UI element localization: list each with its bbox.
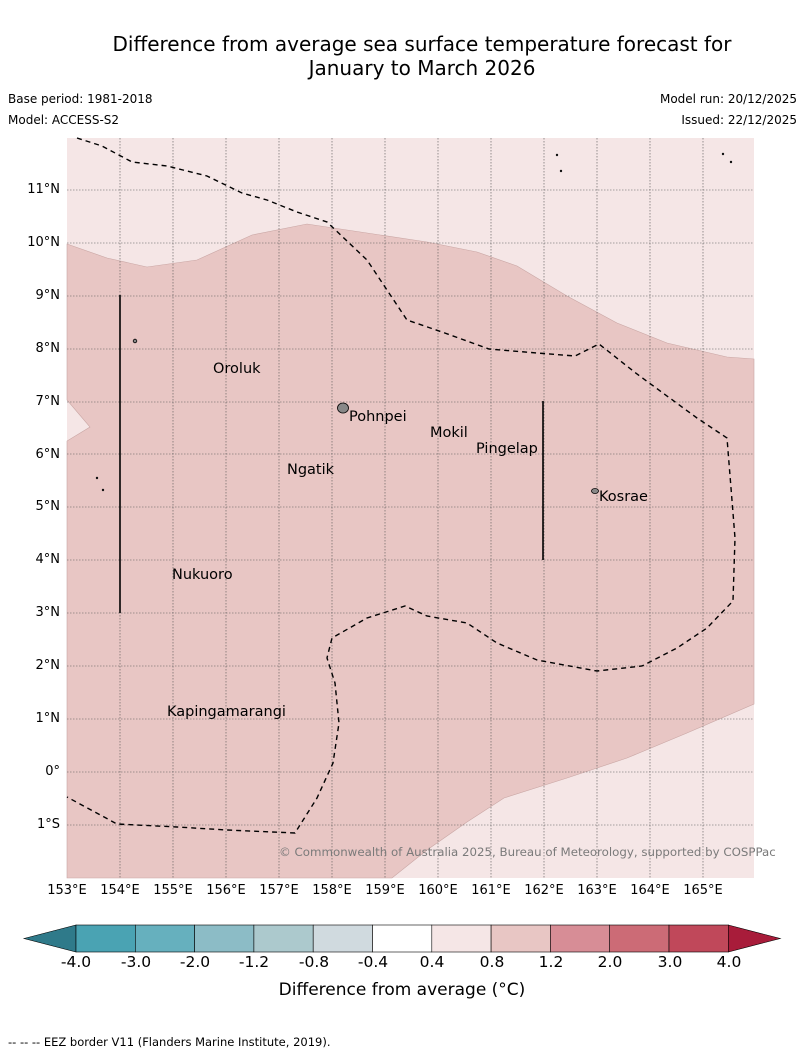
model-name: Model: ACCESS-S2 — [8, 113, 120, 127]
colorbar-tick: -2.0 — [179, 953, 211, 971]
islands — [95, 152, 733, 494]
lat-label: 4°N — [35, 552, 61, 567]
kosrae-island — [591, 488, 599, 494]
colorbar-segment — [550, 924, 611, 953]
lat-label: 5°N — [35, 499, 61, 514]
colorbar-tick: 4.0 — [716, 953, 742, 971]
small-island-nw — [132, 338, 138, 344]
colorbar-segment — [312, 924, 373, 953]
lon-label: 165°E — [683, 883, 723, 898]
place-pingelap: Pingelap — [476, 441, 538, 457]
place-pohnpei: Pohnpei — [349, 409, 407, 425]
colorbar — [22, 924, 782, 953]
colorbar-tick: -0.4 — [357, 953, 389, 971]
model-run: Model run: 20/12/2025 — [659, 92, 797, 106]
small-island-w2 — [101, 488, 105, 492]
lat-label: 1°N — [35, 711, 61, 726]
colorbar-tick: -3.0 — [120, 953, 152, 971]
colorbar-tick: 2.0 — [597, 953, 623, 971]
colorbar-segment — [135, 924, 195, 953]
title-line-2: January to March 2026 — [308, 56, 536, 80]
colorbar-tick: 3.0 — [657, 953, 683, 971]
colorbar-segment — [609, 924, 670, 953]
colorbar-segment — [490, 924, 551, 953]
place-ngatik: Ngatik — [287, 462, 335, 478]
place-kosrae: Kosrae — [599, 489, 648, 505]
lat-label: 1°S — [36, 817, 60, 832]
colorbar-tick: -0.8 — [298, 953, 330, 971]
colorbar-extend-low — [22, 924, 77, 953]
small-island-ne4 — [729, 160, 733, 164]
lon-label: 162°E — [524, 883, 564, 898]
small-island-ne3 — [721, 152, 725, 156]
lon-label: 156°E — [206, 883, 246, 898]
place-kapingamarangi: Kapingamarangi — [167, 704, 286, 720]
colorbar-segment — [194, 924, 255, 953]
title-line-1: Difference from average sea surface temp… — [112, 32, 732, 56]
place-oroluk: Oroluk — [213, 361, 261, 377]
chart-title: Difference from average sea surface temp… — [0, 32, 804, 80]
colorbar-tick: 1.2 — [538, 953, 564, 971]
eez-footnote: -- -- -- EEZ border V11 (Flanders Marine… — [8, 1035, 331, 1049]
colorbar-label: Difference from average (°C) — [278, 980, 526, 1000]
lon-label: 159°E — [365, 883, 405, 898]
lat-label: 0° — [45, 764, 60, 779]
lat-label: 8°N — [35, 341, 61, 356]
colorbar-extend-high — [727, 924, 782, 953]
lon-label: 153°E — [47, 883, 87, 898]
lat-label: 10°N — [27, 235, 60, 250]
colorbar-segment — [372, 924, 433, 953]
pohnpei-island — [337, 402, 349, 414]
anomaly-region-0.8-1.2 — [66, 223, 755, 879]
issued-date: Issued: 22/12/2025 — [681, 113, 797, 127]
lat-label: 6°N — [35, 447, 61, 462]
colorbar-segment — [431, 924, 492, 953]
colorbar-segments — [22, 924, 782, 953]
colorbar-segment — [668, 924, 729, 953]
place-mokil: Mokil — [430, 425, 468, 441]
lon-label: 158°E — [312, 883, 352, 898]
lat-label: 7°N — [35, 394, 61, 409]
lat-label: 11°N — [27, 182, 60, 197]
lon-label: 164°E — [630, 883, 670, 898]
lat-label: 3°N — [35, 605, 61, 620]
lon-label: 157°E — [259, 883, 299, 898]
sst-anomaly-map — [66, 137, 755, 879]
base-period: Base period: 1981-2018 — [8, 92, 153, 106]
lon-label: 154°E — [100, 883, 140, 898]
eez-border — [66, 137, 736, 834]
colorbar-tick: -4.0 — [60, 953, 92, 971]
lon-label: 155°E — [153, 883, 193, 898]
lat-label: 9°N — [35, 288, 61, 303]
colorbar-tick: 0.4 — [419, 953, 445, 971]
small-island-w1 — [95, 476, 99, 480]
lon-label: 160°E — [418, 883, 458, 898]
small-island-ne2 — [559, 169, 563, 173]
colorbar-segment — [75, 924, 136, 953]
colorbar-tick: 0.8 — [479, 953, 505, 971]
graticule — [67, 138, 754, 878]
lon-label: 161°E — [471, 883, 511, 898]
copyright-notice: © Commonwealth of Australia 2025, Bureau… — [279, 845, 776, 859]
colorbar-segment — [253, 924, 314, 953]
place-nukuoro: Nukuoro — [172, 567, 233, 583]
colorbar-tick: -1.2 — [238, 953, 270, 971]
small-island-ne1 — [555, 153, 559, 157]
lon-label: 163°E — [577, 883, 617, 898]
lat-label: 2°N — [35, 658, 61, 673]
